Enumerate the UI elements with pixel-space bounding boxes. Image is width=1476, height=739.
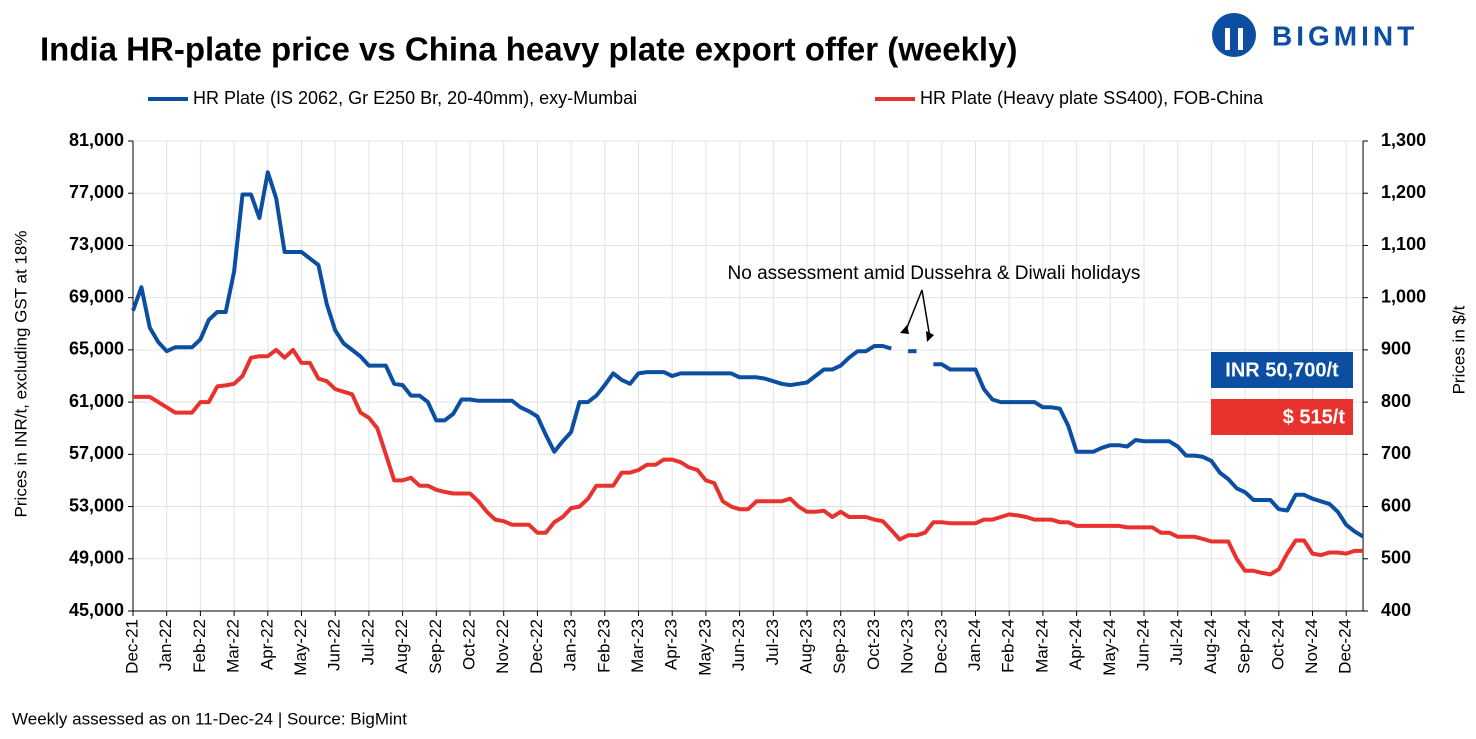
y-tick-label: 73,000 bbox=[69, 234, 124, 254]
logo-text: BIGMINT bbox=[1272, 20, 1418, 51]
x-tick-label: Aug-22 bbox=[392, 619, 411, 674]
logo-icon bbox=[1212, 13, 1256, 57]
annotation: No assessment amid Dussehra & Diwali hol… bbox=[728, 263, 1141, 284]
x-tick-label: Jun-24 bbox=[1133, 619, 1152, 671]
y2-tick-label: 400 bbox=[1381, 600, 1411, 620]
logo: BIGMINT bbox=[1212, 13, 1418, 57]
logo-icon bbox=[1225, 28, 1230, 50]
x-tick-label: Aug-24 bbox=[1201, 619, 1220, 674]
y2-axis-label: Prices in $/t bbox=[1449, 305, 1468, 394]
x-tick-label: May-24 bbox=[1100, 619, 1119, 676]
x-tick-label: Mar-24 bbox=[1032, 619, 1051, 673]
plot-area: 45,000 49,000 53,000 57,000 61,000 65,000 69,0… bbox=[69, 130, 1426, 676]
x-tick-label: Apr-22 bbox=[257, 619, 276, 670]
x-tick-label: Oct-24 bbox=[1268, 619, 1287, 670]
last-value-label: $ 515/t bbox=[1283, 406, 1346, 428]
x-tick-label: Dec-23 bbox=[931, 619, 950, 674]
y2-tick-label: 700 bbox=[1381, 443, 1411, 463]
x-tick-label: Aug-23 bbox=[796, 619, 815, 674]
series-line bbox=[933, 362, 1365, 539]
series-line bbox=[131, 170, 892, 454]
x-tick-label: Feb-23 bbox=[594, 619, 613, 673]
x-tick-label: Feb-22 bbox=[190, 619, 209, 673]
x-tick-label: Sep-24 bbox=[1235, 619, 1254, 674]
y-tick-label: 49,000 bbox=[69, 548, 124, 568]
annotation-arrow bbox=[905, 289, 931, 339]
x-tick-label: Dec-24 bbox=[1336, 619, 1355, 674]
y2-tick-label: 1,100 bbox=[1381, 234, 1426, 254]
x-tick-label: Jan-22 bbox=[156, 619, 175, 671]
x-tick-label: Jan-23 bbox=[561, 619, 580, 671]
annotation-arrowhead bbox=[900, 325, 934, 342]
y2-tick-label: 1,300 bbox=[1381, 130, 1426, 150]
x-tick-label: Jun-23 bbox=[729, 619, 748, 671]
y-tick-label: 65,000 bbox=[69, 339, 124, 359]
x-tick-label: Jun-22 bbox=[325, 619, 344, 671]
y-tick-label: 53,000 bbox=[69, 495, 124, 515]
x-tick-label: Mar-23 bbox=[628, 619, 647, 673]
x-tick-label: Oct-22 bbox=[459, 619, 478, 670]
chart-title: India HR-plate price vs China heavy plat… bbox=[40, 31, 1017, 68]
legend-label: HR Plate (Heavy plate SS400), FOB-China bbox=[920, 88, 1264, 108]
x-tick-label: Nov-22 bbox=[493, 619, 512, 674]
x-tick-label: May-23 bbox=[695, 619, 714, 676]
last-value-label: INR 50,700/t bbox=[1225, 359, 1339, 381]
x-tick-label: Nov-24 bbox=[1302, 619, 1321, 674]
x-tick-label: Dec-22 bbox=[527, 619, 546, 674]
y-tick-label: 69,000 bbox=[69, 286, 124, 306]
y-tick-label: 77,000 bbox=[69, 182, 124, 202]
series-line bbox=[133, 347, 1364, 577]
footnote: Weekly assessed as on 11-Dec-24 | Source… bbox=[12, 709, 407, 728]
logo-icon bbox=[1238, 28, 1243, 50]
x-tick-label: Jul-22 bbox=[358, 619, 377, 665]
y-tick-label: 81,000 bbox=[69, 130, 124, 150]
y2-tick-label: 900 bbox=[1381, 339, 1411, 359]
x-tick-label: Jul-24 bbox=[1167, 619, 1186, 665]
x-tick-label: Dec-21 bbox=[122, 619, 141, 674]
x-tick-label: Apr-23 bbox=[662, 619, 681, 670]
x-tick-label: May-22 bbox=[291, 619, 310, 676]
x-tick-label: Jan-24 bbox=[965, 619, 984, 671]
y2-tick-label: 500 bbox=[1381, 548, 1411, 568]
x-tick-label: Oct-23 bbox=[864, 619, 883, 670]
y2-tick-label: 800 bbox=[1381, 391, 1411, 411]
x-tick-label: Sep-22 bbox=[426, 619, 445, 674]
x-tick-label: Jul-23 bbox=[763, 619, 782, 665]
last-value-box bbox=[1211, 352, 1353, 388]
y-tick-label: 61,000 bbox=[69, 391, 124, 411]
y-tick-label: 45,000 bbox=[69, 600, 124, 620]
legend-label: HR Plate (IS 2062, Gr E250 Br, 20-40mm),… bbox=[193, 88, 637, 108]
x-tick-label: Mar-22 bbox=[224, 619, 243, 673]
y2-tick-label: 1,200 bbox=[1381, 182, 1426, 202]
last-value-box bbox=[1211, 399, 1353, 435]
y-axis-label: Prices in INR/t, excluding GST at 18% bbox=[11, 231, 30, 518]
x-tick-label: Nov-23 bbox=[898, 619, 917, 674]
x-tick-label: Sep-23 bbox=[830, 619, 849, 674]
y2-tick-label: 1,000 bbox=[1381, 286, 1426, 306]
x-tick-label: Feb-24 bbox=[999, 619, 1018, 673]
y2-tick-label: 600 bbox=[1381, 495, 1411, 515]
x-tick-label: Apr-24 bbox=[1066, 619, 1085, 670]
y-tick-label: 57,000 bbox=[69, 443, 124, 463]
